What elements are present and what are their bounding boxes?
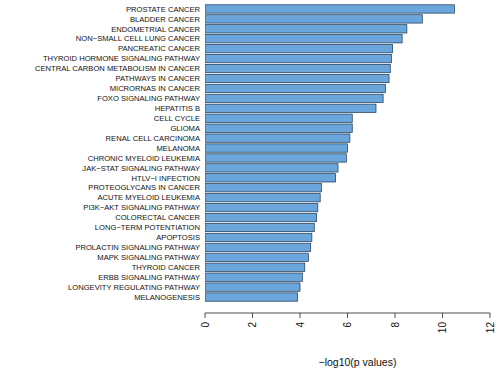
bar <box>205 213 317 221</box>
category-label: CENTRAL CARBON METABOLISM IN CANCER <box>35 64 200 73</box>
x-tick-label: 4 <box>295 322 306 328</box>
bar <box>205 104 376 112</box>
bar <box>205 94 383 102</box>
category-label: CHRONIC MYELOID LEUKEMIA <box>88 154 201 163</box>
category-label: THYROID CANCER <box>132 263 201 272</box>
x-tick <box>205 313 206 318</box>
category-label: PATHWAYS IN CANCER <box>115 74 200 83</box>
category-label: MELANOGENESIS <box>134 293 200 302</box>
bar <box>205 223 314 231</box>
category-label: PROTEOGLYCANS IN CANCER <box>88 183 200 192</box>
category-label: CELL CYCLE <box>154 114 200 123</box>
x-tick <box>442 313 443 318</box>
category-label: MELANOMA <box>157 144 201 153</box>
category-label: HTLV−I INFECTION <box>132 174 200 183</box>
bar <box>205 253 308 261</box>
x-axis-label: −log10(p values) <box>319 356 397 368</box>
bar <box>205 84 386 92</box>
category-label: HEPATITIS B <box>155 104 200 113</box>
bar <box>205 233 312 241</box>
category-label: PI3K−AKT SIGNALING PATHWAY <box>83 203 200 212</box>
x-tick-label: 8 <box>390 322 401 328</box>
category-label: THYROID HORMONE SIGNALING PATHWAY <box>43 54 200 63</box>
bar <box>205 45 393 53</box>
bar <box>205 263 305 271</box>
x-tick-label: 12 <box>485 322 496 334</box>
x-tick-label: 0 <box>200 322 211 328</box>
category-label: MAPK SIGNALING PATHWAY <box>97 253 200 262</box>
bar <box>205 25 407 33</box>
bar <box>205 273 302 281</box>
bar <box>205 64 390 72</box>
x-tick-label: 6 <box>342 322 353 328</box>
bar <box>205 243 311 251</box>
category-label: PROSTATE CANCER <box>126 5 200 14</box>
chart: PROSTATE CANCERBLADDER CANCERENDOMETRIAL… <box>0 0 500 376</box>
category-label: LONG−TERM POTENTIATION <box>95 223 200 232</box>
category-label: ERBB SIGNALING PATHWAY <box>98 273 200 282</box>
category-label: NON−SMALL CELL LUNG CANCER <box>76 34 201 43</box>
bar <box>205 5 454 13</box>
category-label: MICRORNAS IN CANCER <box>110 84 201 93</box>
bar <box>205 124 352 132</box>
x-tick <box>300 313 301 318</box>
bar <box>205 134 350 142</box>
bar <box>205 35 402 43</box>
bar <box>205 194 320 202</box>
x-tick-label: 10 <box>437 322 448 334</box>
category-label: APOPTOSIS <box>156 233 200 242</box>
category-label: FOXO SIGNALING PATHWAY <box>97 94 200 103</box>
x-tick <box>347 313 348 318</box>
x-tick <box>395 313 396 318</box>
category-label: ENDOMETRIAL CANCER <box>111 25 200 34</box>
x-tick <box>252 313 253 318</box>
bar <box>205 174 336 182</box>
bar <box>205 144 348 152</box>
bar <box>205 114 352 122</box>
category-label: RENAL CELL CARCINOMA <box>106 134 201 143</box>
bar <box>205 154 346 162</box>
category-label: PROLACTIN SIGNALING PATHWAY <box>75 243 200 252</box>
category-label: GLIOMA <box>170 124 200 133</box>
category-label: PANCREATIC CANCER <box>118 44 201 53</box>
x-tick-label: 2 <box>247 322 258 328</box>
bar <box>205 164 338 172</box>
category-label: COLORECTAL CANCER <box>115 213 200 222</box>
bar <box>205 184 321 192</box>
bar <box>205 54 391 62</box>
category-label: ACUTE MYELOID LEUKEMIA <box>97 193 200 202</box>
category-label: JAK−STAT SIGNALING PATHWAY <box>82 164 200 173</box>
bar <box>205 293 298 301</box>
bar <box>205 74 389 82</box>
bar <box>205 283 300 291</box>
category-label: BLADDER CANCER <box>130 15 201 24</box>
bar <box>205 203 318 211</box>
category-label: LONGEVITY REGULATING PATHWAY <box>68 283 200 292</box>
bar <box>205 15 422 23</box>
bars <box>205 5 454 301</box>
x-tick <box>490 313 491 318</box>
